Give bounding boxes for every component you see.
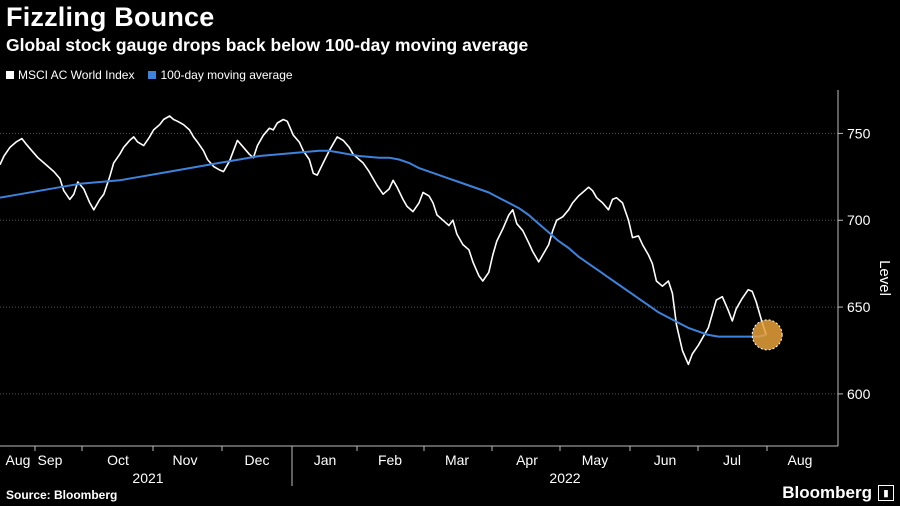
- x-tick-label: May: [582, 452, 608, 468]
- legend-item-moving-average: 100-day moving average: [148, 68, 293, 82]
- y-tick-label: 700: [847, 212, 871, 228]
- brand-name: Bloomberg: [782, 483, 872, 502]
- legend: MSCI AC World Index 100-day moving avera…: [6, 68, 293, 82]
- y-tick-label: 650: [847, 299, 871, 315]
- x-tick-label: Jul: [723, 452, 741, 468]
- x-tick-label: Jan: [314, 452, 337, 468]
- x-year-label: 2021: [132, 470, 163, 486]
- legend-swatch-index: [6, 71, 14, 79]
- x-tick-label: Nov: [173, 452, 198, 468]
- x-tick-label: Aug: [788, 452, 813, 468]
- legend-swatch-moving-average: [148, 71, 157, 79]
- legend-label-moving-average: 100-day moving average: [160, 68, 293, 82]
- source-note: Source: Bloomberg: [6, 488, 118, 502]
- x-tick-label: Feb: [378, 452, 402, 468]
- chart-title: Fizzling Bounce: [6, 2, 215, 32]
- x-tick-label: Sep: [38, 452, 63, 468]
- brand-logo: Bloomberg ▮: [782, 483, 894, 503]
- y-tick-label: 600: [847, 386, 871, 402]
- series-line-moving-average: [0, 149, 767, 338]
- x-tick-label: Jun: [654, 452, 677, 468]
- x-year-label: 2022: [549, 470, 580, 486]
- series-line-msci-index: [0, 115, 767, 366]
- chart-subtitle: Global stock gauge drops back below 100-…: [6, 35, 529, 55]
- highlight-marker: [751, 319, 783, 351]
- x-tick-label: Apr: [516, 452, 538, 468]
- legend-item-index: MSCI AC World Index: [6, 68, 134, 82]
- x-tick-label: Oct: [107, 452, 129, 468]
- y-tick-label: 750: [847, 125, 871, 141]
- chart-icon: ▮: [878, 485, 894, 501]
- legend-label-index: MSCI AC World Index: [18, 68, 135, 82]
- y-axis-label: Level: [876, 260, 893, 296]
- x-tick-label: Aug: [6, 452, 31, 468]
- x-tick-label: Mar: [445, 452, 469, 468]
- x-tick-label: Dec: [245, 452, 270, 468]
